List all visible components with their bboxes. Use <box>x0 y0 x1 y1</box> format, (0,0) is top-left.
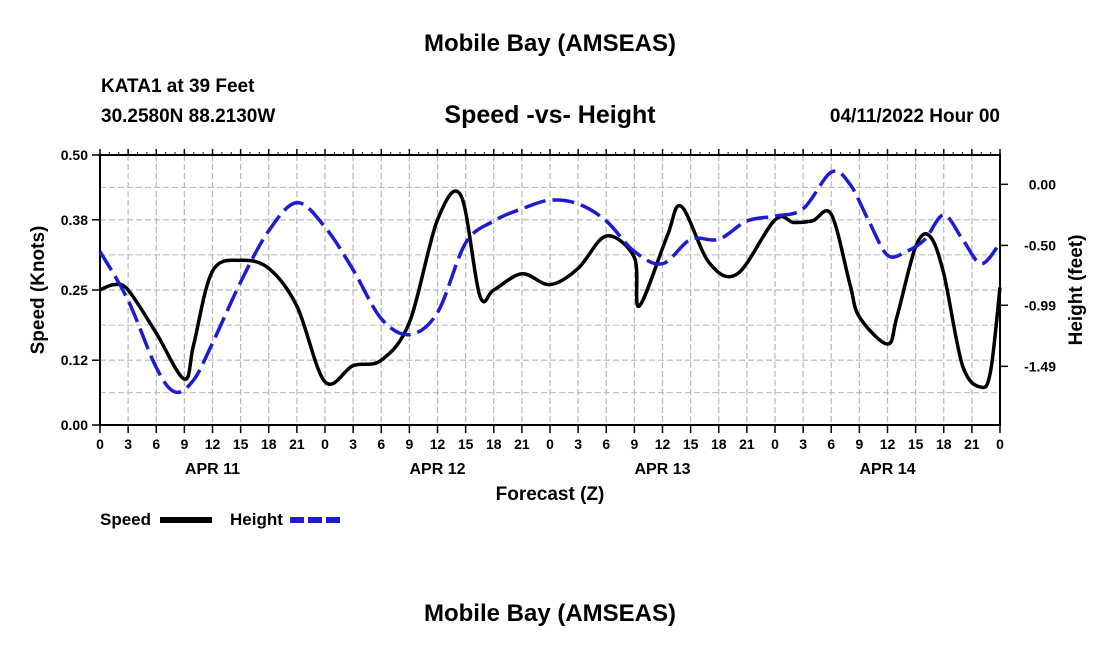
x-tick-label: 9 <box>180 436 188 452</box>
x-tick-label: 21 <box>289 436 305 452</box>
legend-speed-label: Speed <box>100 510 151 529</box>
x-tick-label: 6 <box>152 436 160 452</box>
x-tick-label: 15 <box>908 436 924 452</box>
x-tick-label: 0 <box>996 436 1004 452</box>
y-left-tick-label: 0.00 <box>61 417 88 433</box>
page-title-bottom: Mobile Bay (AMSEAS) <box>423 600 677 627</box>
series-line-height <box>98 169 1002 395</box>
x-tick-label: 15 <box>458 436 474 452</box>
x-tick-label: 9 <box>630 436 638 452</box>
x-tick-label: 12 <box>430 436 446 452</box>
x-tick-label: 12 <box>880 436 896 452</box>
x-tick-label: 18 <box>711 436 727 452</box>
series-line-speed <box>99 189 1002 390</box>
y-left-tick-label: 0.38 <box>61 212 88 228</box>
x-tick-label: 3 <box>124 436 132 452</box>
x-tick-label: 6 <box>377 436 385 452</box>
date-label: APR 14 <box>859 461 915 478</box>
x-tick-label: 18 <box>261 436 277 452</box>
x-tick-label: 18 <box>486 436 502 452</box>
y-right-tick-label: 0.00 <box>1029 176 1056 192</box>
x-tick-label: 0 <box>96 436 104 452</box>
x-tick-label: 21 <box>739 436 755 452</box>
x-tick-label: 3 <box>349 436 357 452</box>
date-label: APR 12 <box>409 461 465 478</box>
x-tick-label: 21 <box>964 436 980 452</box>
x-tick-label: 3 <box>799 436 807 452</box>
y-right-tick-label: -1.49 <box>1024 358 1056 374</box>
date-label: APR 13 <box>634 461 690 478</box>
x-tick-label: 6 <box>827 436 835 452</box>
date-label: APR 11 <box>185 461 240 478</box>
x-tick-label: 15 <box>683 436 699 452</box>
x-tick-label: 6 <box>602 436 610 452</box>
x-tick-label: 15 <box>233 436 249 452</box>
y-right-tick-label: -0.50 <box>1024 237 1056 253</box>
x-axis-label: Forecast (Z) <box>496 484 605 505</box>
page-title-top: Mobile Bay (AMSEAS) <box>423 30 677 57</box>
x-tick-label: 12 <box>655 436 671 452</box>
y-left-tick-label: 0.50 <box>61 147 88 163</box>
x-tick-label: 9 <box>855 436 863 452</box>
x-tick-label: 0 <box>546 436 554 452</box>
y-axis-label-right: Height (feet) <box>1066 235 1087 346</box>
y-right-tick-label: -0.99 <box>1024 297 1056 313</box>
x-tick-label: 18 <box>936 436 952 452</box>
y-axis-label-left: Speed (Knots) <box>28 226 49 355</box>
chart-title: Speed -vs- Height <box>444 101 656 129</box>
station-coords: 30.2580N 88.2130W <box>101 106 276 127</box>
forecast-datetime: 04/11/2022 Hour 00 <box>829 106 1000 127</box>
x-tick-label: 0 <box>321 436 329 452</box>
x-tick-label: 0 <box>771 436 779 452</box>
y-left-tick-label: 0.12 <box>61 352 88 368</box>
x-tick-label: 21 <box>514 436 530 452</box>
legend-height-label: Height <box>230 510 283 529</box>
legend: Speed Height <box>100 510 342 529</box>
station-label: KATA1 at 39 Feet <box>101 76 255 97</box>
x-tick-label: 12 <box>205 436 221 452</box>
x-tick-label: 3 <box>574 436 582 452</box>
x-tick-label: 9 <box>405 436 413 452</box>
y-left-tick-label: 0.25 <box>61 282 88 298</box>
